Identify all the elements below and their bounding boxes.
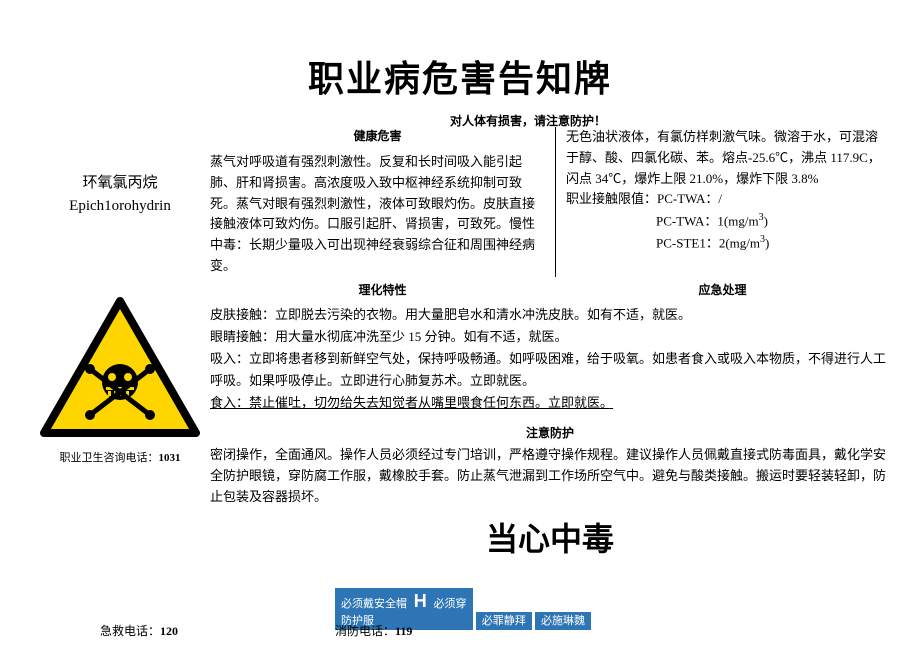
hazard-sign — [30, 297, 210, 441]
consult-num: 1031 — [159, 452, 181, 464]
close1: ) — [764, 214, 768, 229]
blue-h: H — [410, 591, 431, 611]
warning-triangle-icon — [40, 297, 200, 437]
row1: 健康危害 蒸气对呼吸道有强烈刺激性。反复和长时间吸入能引起肺、肝和肾损害。高浓度… — [210, 127, 890, 277]
blue-c2: 必罪静拜 — [476, 612, 532, 630]
chem-cn: 环氧氯丙烷 — [30, 172, 210, 195]
health-section: 健康危害 蒸气对呼吸道有强烈刺激性。反复和长时间吸入能引起肺、肝和肾损害。高浓度… — [210, 127, 555, 277]
health-text: 蒸气对呼吸道有强烈刺激性。反复和长时间吸入能引起肺、肝和肾损害。高浓度吸入致中枢… — [210, 152, 545, 277]
warning-text: 对人体有损害，请注意防护！ — [450, 112, 606, 129]
limit3-txt: PC-STE1：2(mg/m — [656, 236, 760, 251]
limit2-txt: PC-TWA：1(mg/m — [656, 214, 759, 229]
emer-l3: 吸入：立即将患者移到新鲜空气处，保持呼吸畅通。如呼吸困难，给于吸氧。如患者食入或… — [210, 348, 890, 392]
fire-phone: 消防电话：119 — [335, 622, 412, 639]
chem-en: Epich1orohydrin — [30, 195, 210, 218]
emerg-num: 120 — [160, 624, 178, 638]
phys-title: 理化特性 — [210, 281, 555, 298]
phys-limit3: PC-STE1：2(mg/m3) — [566, 232, 890, 254]
fire-num: 119 — [395, 624, 412, 638]
protect-title: 注意防护 — [210, 424, 890, 441]
blue-c1a: 必须戴安全帽 — [341, 598, 407, 610]
consult-label: 职业卫生咨询电话： — [60, 452, 159, 464]
left-column: 环氧氯丙烷 Epich1orohydrin — [30, 112, 210, 560]
blue-c1b: 必须穿 — [434, 598, 467, 610]
chemical-name: 环氧氯丙烷 Epich1orohydrin — [30, 172, 210, 217]
fire-label: 消防电话： — [335, 624, 395, 638]
phys-section: 无色油状液体，有氯仿样刺激气味。微溶于水，可混溶于醇、酸、四氯化碳、苯。熔点-2… — [555, 127, 890, 277]
row2-titles: 理化特性 应急处理 — [210, 281, 890, 298]
emer-l4: 食入：禁止催吐，切勿给失去知觉者从嘴里喂食任何东西。立即就医。 — [210, 392, 890, 414]
right-column: 对人体有损害，请注意防护！ 健康危害 蒸气对呼吸道有强烈刺激性。反复和长时间吸入… — [210, 112, 890, 560]
emer-title: 应急处理 — [555, 281, 890, 298]
close2: ) — [765, 236, 769, 251]
consult-phone: 职业卫生咨询电话：1031 — [30, 449, 210, 465]
emer-l2: 眼睛接触：用大量水彻底冲洗至少 15 分钟。如有不适，就医。 — [210, 326, 890, 348]
protect-text: 密闭操作，全面通风。操作人员必须经过专门培训，严格遵守操作规程。建议操作人员佩戴… — [210, 445, 890, 507]
bottom-title: 当心中毒 — [210, 514, 890, 560]
blue-c3: 必施琳魏 — [535, 612, 591, 630]
content-area: 环氧氯丙烷 Epich1orohydrin — [0, 102, 920, 560]
emer-l1: 皮肤接触：立即脱去污染的衣物。用大量肥皂水和清水冲洗皮肤。如有不适，就医。 — [210, 304, 890, 326]
main-title: 职业病危害告知牌 — [0, 0, 920, 102]
phys-limit1: 职业接触限值：PC-TWA：/ — [566, 189, 890, 210]
phys-limit2: PC-TWA：1(mg/m3) — [566, 210, 890, 232]
emergency-phone: 急救电话：120 — [100, 622, 178, 639]
emerg-label: 急救电话： — [100, 624, 160, 638]
phys-text: 无色油状液体，有氯仿样刺激气味。微溶于水，可混溶于醇、酸、四氯化碳、苯。熔点-2… — [566, 127, 890, 189]
health-title: 健康危害 — [210, 127, 545, 144]
emergency-section: 皮肤接触：立即脱去污染的衣物。用大量肥皂水和清水冲洗皮肤。如有不适，就医。 眼睛… — [210, 304, 890, 414]
